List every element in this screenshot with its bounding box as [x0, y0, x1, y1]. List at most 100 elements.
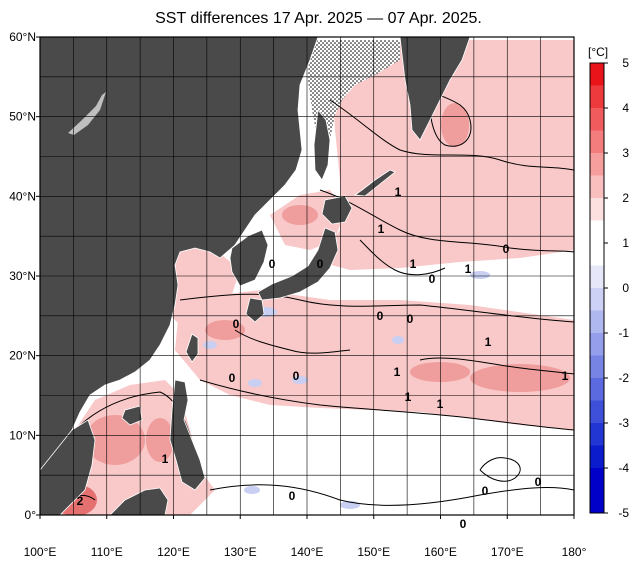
- contour-line: [429, 89, 472, 147]
- colorbar-tick-label: 2: [622, 191, 629, 205]
- contour-value-label: 0: [269, 257, 276, 271]
- lat-tick-label: 10°N: [9, 428, 36, 442]
- lon-tick-label: 110°E: [91, 545, 123, 559]
- sst-warm-core-subtropical-central: [410, 362, 470, 382]
- land-sakhalin: [313, 108, 331, 181]
- latitude-axis: 60°N 50°N 40°N 30°N 20°N 10°N 0°: [9, 30, 40, 522]
- contour-line: [329, 99, 574, 171]
- land-honshu: [257, 227, 339, 301]
- contour-value-label: 0: [429, 272, 436, 286]
- contour-line: [319, 189, 574, 253]
- contour-value-label: 2: [77, 494, 84, 508]
- contour-line: [209, 484, 574, 506]
- lon-tick-label: 180°: [562, 545, 587, 559]
- sst-cool-spot-2: [292, 376, 308, 384]
- contour-value-label: 1: [437, 397, 444, 411]
- contour-value-label: 0: [377, 309, 384, 323]
- lon-tick-label: 100°E: [24, 545, 57, 559]
- colorbar-tick-label: 0: [622, 281, 629, 295]
- colorbar-cell: [590, 288, 604, 311]
- lon-tick-label: 120°E: [157, 545, 190, 559]
- sst-warm-core-japan: [282, 205, 318, 225]
- colorbar-unit: [°C]: [588, 45, 608, 59]
- sst-warm-core-kuroshio: [205, 320, 245, 340]
- contour-value-label: 1: [162, 452, 169, 466]
- contour-value-label: 0: [407, 312, 414, 326]
- contour-value-label: 0: [503, 242, 510, 256]
- contour-line: [179, 293, 574, 323]
- land-kamchatka: [399, 37, 471, 141]
- colorbar-tick-label: 3: [622, 146, 629, 160]
- land-taiwan: [185, 333, 199, 363]
- colorbar-cell: [590, 198, 604, 221]
- lat-tick-label: 50°N: [9, 110, 36, 124]
- land-philippines: [169, 379, 206, 491]
- colorbar-labels: 5 4 3 2 1 0 -1 -2 -3 -4 -5: [604, 56, 629, 520]
- contour-value-label: 1: [465, 262, 472, 276]
- contour-value-label: 0: [233, 317, 240, 331]
- sst-warm-core-south-china-sea: [85, 415, 145, 465]
- sst-cool-spot-7: [392, 336, 404, 344]
- lat-tick-label: 40°N: [9, 189, 36, 203]
- colorbar-cell: [590, 333, 604, 356]
- lon-tick-label: 130°E: [224, 545, 257, 559]
- colorbar-tick-label: -1: [618, 326, 629, 340]
- colorbar-cell: [590, 445, 604, 469]
- contour-line: [359, 239, 446, 276]
- contour-value-label: 0: [289, 489, 296, 503]
- colorbar-tick-label: -3: [618, 416, 629, 430]
- contour-line: [479, 457, 521, 482]
- colorbar-cell: [590, 378, 604, 401]
- colorbar-cell: [590, 63, 604, 86]
- colorbar-cell: [590, 85, 604, 109]
- contour-line: [234, 329, 351, 354]
- contour-value-label: 0: [229, 371, 236, 385]
- sst-warm-band: [40, 40, 574, 515]
- colorbar-cell: [590, 468, 604, 491]
- land-indochina: [40, 419, 96, 515]
- sst-cool-spot-8: [203, 341, 217, 349]
- land-hokkaido: [321, 195, 353, 225]
- colorbar-cell: [590, 400, 604, 424]
- sst-cool-spot-4: [470, 271, 490, 279]
- grid-lines: [40, 37, 574, 515]
- sst-cool-spot-5: [244, 486, 260, 494]
- colorbar-cell: [590, 220, 604, 244]
- lon-tick-label: 140°E: [291, 545, 324, 559]
- colorbar-tick-label: 4: [622, 101, 629, 115]
- lake-baikal: [68, 92, 106, 135]
- sst-warm-core-okhotsk: [441, 103, 469, 147]
- lat-tick-label: 0°: [25, 508, 37, 522]
- contour-value-label: 0: [482, 484, 489, 498]
- lat-tick-label: 30°N: [9, 269, 36, 283]
- colorbar-cell: [590, 130, 604, 154]
- contour-value-label: 1: [562, 369, 569, 383]
- colorbar-cell: [590, 108, 604, 131]
- sst-warm-area-subtropical: [175, 290, 574, 430]
- sst-warm-core-philippine-sea: [146, 418, 174, 462]
- colorbar: [°C] 5 4 3 2 1 0 -1 -2 -3 -4 -5: [588, 45, 629, 520]
- contour-value-label: 0: [293, 369, 300, 383]
- contour-value-label: 0: [460, 517, 467, 531]
- colorbar-cell: [590, 265, 604, 289]
- colorbar-cell: [590, 490, 604, 514]
- colorbar-tick-label: -4: [618, 461, 629, 475]
- colorbar-cell: [590, 243, 604, 266]
- lat-tick-label: 20°N: [9, 349, 36, 363]
- colorbar-tick-label: 5: [622, 56, 629, 70]
- contour-value-label: 1: [395, 185, 402, 199]
- contour-line: [199, 379, 574, 431]
- sst-cool-spot-3: [248, 379, 262, 387]
- contour-line: [419, 357, 574, 375]
- contour-value-label: 0: [317, 257, 324, 271]
- colorbar-cell: [590, 355, 604, 379]
- colorbar-tick-label: 1: [622, 236, 629, 250]
- colorbar-cell: [590, 153, 604, 176]
- longitude-axis: 100°E 110°E 120°E 130°E 140°E 150°E 160°E 170°E…: [24, 515, 587, 559]
- contour-value-label: 1: [485, 335, 492, 349]
- land-korea: [229, 229, 269, 287]
- contour-value-label: 1: [410, 257, 417, 271]
- land-borneo: [109, 487, 169, 515]
